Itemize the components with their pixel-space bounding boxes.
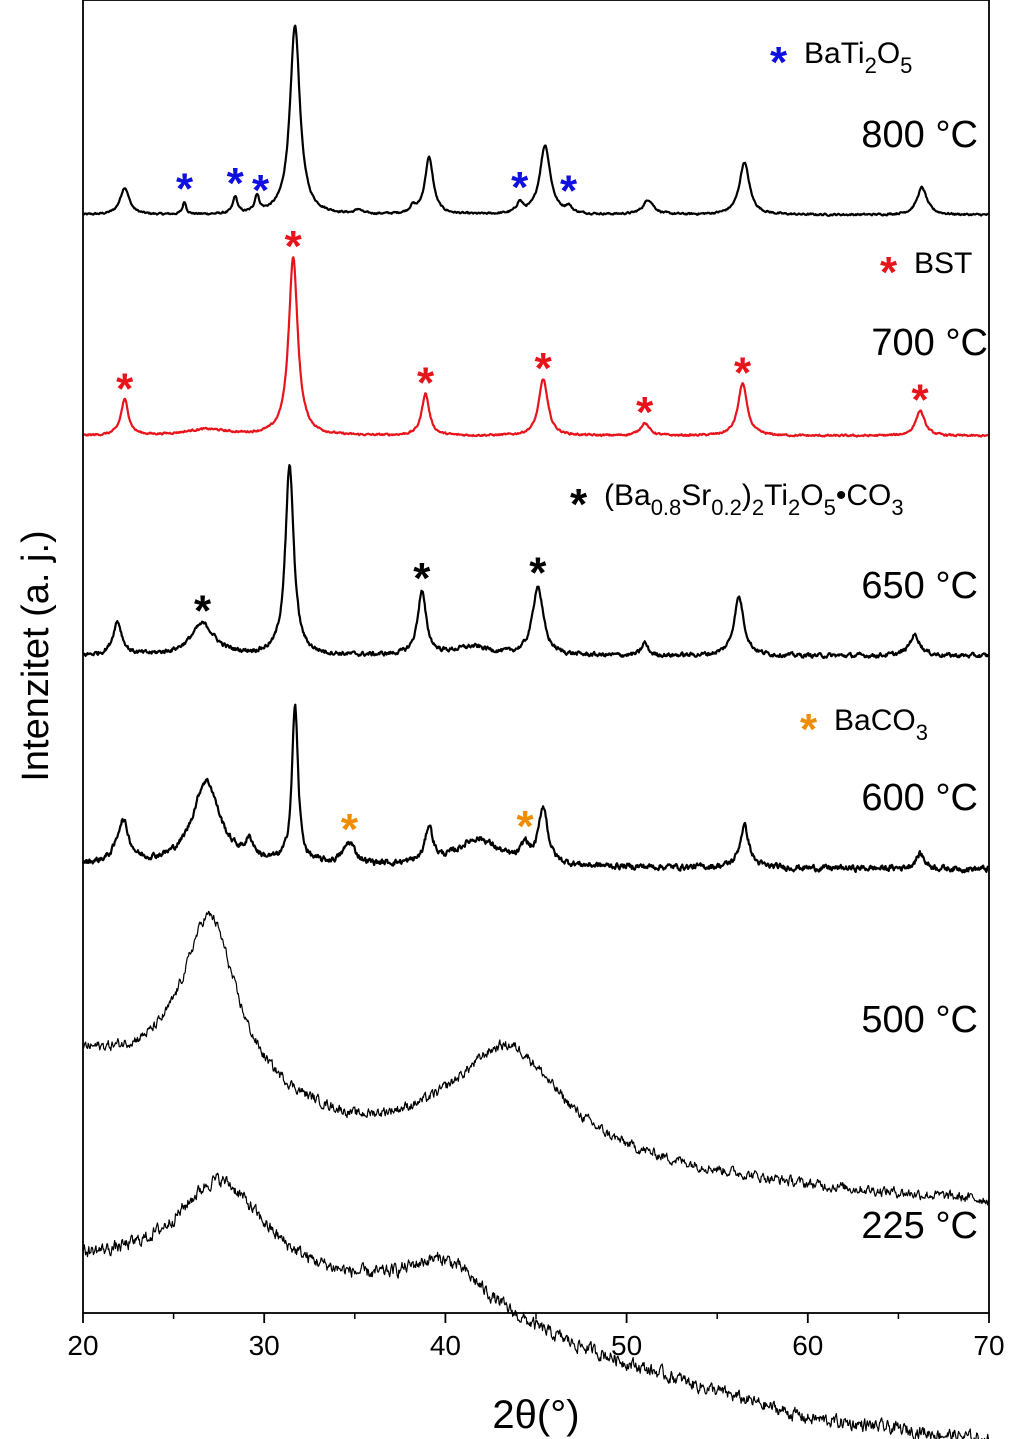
x-axis-label: 2θ(°) <box>492 1393 579 1437</box>
legend-symbol: * <box>880 248 898 297</box>
legend-symbol: * <box>800 705 818 754</box>
phase-marker: * <box>194 587 212 636</box>
series-line <box>81 703 990 874</box>
legend-entry: * BST <box>880 247 972 297</box>
temperature-label: 650 °C <box>861 565 978 607</box>
x-tick-label: 60 <box>792 1330 823 1361</box>
phase-marker: * <box>176 165 194 214</box>
legend-label: (Ba0.8Sr0.2)2Ti2O5•CO3 <box>604 479 904 520</box>
phase-marker: * <box>511 163 529 212</box>
legend-label: BaTi2O5 <box>804 37 912 78</box>
legend-entry: * BaCO3 <box>800 704 928 754</box>
legend-layer: * BaTi2O5 * BST * (Ba0.8Sr0.2)2Ti2O5•CO3 * BaCO… <box>570 37 972 754</box>
phase-marker: * <box>636 388 654 437</box>
phase-marker: * <box>417 358 435 407</box>
series-layer <box>81 24 991 1439</box>
y-axis-label: Intenzitet (a. j.) <box>15 530 57 781</box>
legend-entry: * (Ba0.8Sr0.2)2Ti2O5•CO3 <box>570 479 904 529</box>
phase-marker: * <box>227 159 245 208</box>
legend-entry: * BaTi2O5 <box>770 37 912 87</box>
x-tick-label: 20 <box>67 1330 98 1361</box>
series-line <box>82 256 990 438</box>
marker-layer: * * * * **** ****** ** * <box>116 159 929 854</box>
series-line <box>82 24 990 217</box>
phase-marker: * <box>116 365 134 414</box>
temperature-label: 600 °C <box>861 777 978 819</box>
phase-marker: * <box>285 222 303 271</box>
legend-symbol: * <box>570 480 588 529</box>
x-tick-label: 50 <box>611 1330 642 1361</box>
phase-marker: * <box>912 376 930 425</box>
temperature-label: 700 °C <box>871 322 988 364</box>
x-tick-label: 30 <box>249 1330 280 1361</box>
legend-label: BaCO3 <box>834 704 928 745</box>
series-line <box>82 1172 990 1439</box>
phase-marker: * <box>734 348 752 397</box>
x-axis: 20 30 40 50 60 70 <box>67 1313 1005 1361</box>
phase-marker: * <box>535 344 553 393</box>
series-line <box>82 910 990 1206</box>
series-line <box>82 464 991 660</box>
phase-marker: * <box>560 167 578 216</box>
legend-symbol: * <box>770 38 788 87</box>
x-tick-label: 40 <box>430 1330 461 1361</box>
phase-marker: * <box>413 554 431 603</box>
phase-marker: * <box>529 549 547 598</box>
phase-marker: * <box>341 805 359 854</box>
phase-marker: * <box>517 802 535 851</box>
phase-marker: * <box>252 166 270 215</box>
temperature-labels: 800 °C 700 °C 650 °C 600 °C 500 °C 225 °C <box>861 114 988 1247</box>
temperature-label: 225 °C <box>861 1205 978 1247</box>
temperature-label: 500 °C <box>861 999 978 1041</box>
x-tick-label: 70 <box>973 1330 1004 1361</box>
temperature-label: 800 °C <box>861 114 978 156</box>
legend-label: BST <box>914 247 972 280</box>
